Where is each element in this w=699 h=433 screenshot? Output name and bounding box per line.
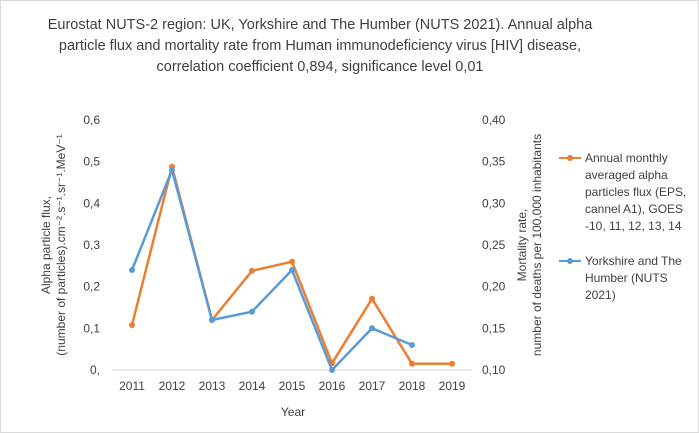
left-axis-tick-label: 0,2 <box>83 280 100 294</box>
x-axis-tick-label: 2014 <box>239 379 266 393</box>
right-axis-tick-label: 0,35 <box>482 155 506 169</box>
series-point <box>289 267 295 273</box>
x-axis-label: Year <box>281 405 305 419</box>
x-axis-tick-label: 2015 <box>279 379 306 393</box>
x-axis-tick-label: 2012 <box>159 379 186 393</box>
legend-item-mortality: Yorkshire and The Humber (NUTS 2021) <box>557 253 692 304</box>
series-point <box>449 360 455 367</box>
x-axis-tick-label: 2018 <box>399 379 426 393</box>
x-axis-tick-label: 2019 <box>439 379 466 393</box>
left-axis-label-line2: (number of particles).cm⁻².s⁻¹.sr⁻¹.MeV⁻… <box>54 134 68 355</box>
legend-item-alpha-flux: Annual monthly averaged alpha particles … <box>557 150 692 235</box>
series-point <box>409 360 415 367</box>
x-axis-tick-label: 2017 <box>359 379 386 393</box>
series-point <box>409 342 415 348</box>
chart-title-line: Eurostat NUTS-2 region: UK, Yorkshire an… <box>47 17 593 33</box>
right-axis-tick-label: 0,40 <box>482 113 506 127</box>
series-2 <box>129 167 415 373</box>
series-point <box>129 267 135 273</box>
left-axis-ticks: 0, 0,1 0,2 0,3 0,4 0,5 0,6 <box>83 113 100 377</box>
series-point <box>209 317 215 323</box>
chart-legend: Annual monthly averaged alpha particles … <box>557 150 692 322</box>
chart-title-line: correlation coefficient 0,894, significa… <box>156 59 484 75</box>
right-axis-tick-label: 0,30 <box>482 196 506 210</box>
right-axis-tick-label: 0,20 <box>482 280 506 294</box>
x-axis-ticks: 2011 2012 2013 2014 2015 2016 2017 2018 2019 <box>119 379 466 393</box>
left-axis-tick-label: 0,4 <box>83 196 100 210</box>
series-point <box>249 267 255 274</box>
right-axis-ticks: 0,10 0,15 0,20 0,25 0,30 0,35 0,40 <box>482 113 506 377</box>
legend-swatch-mortality <box>559 258 581 264</box>
left-axis-tick-label: 0,1 <box>83 321 100 335</box>
series-point <box>249 308 255 315</box>
x-axis-tick-label: 2011 <box>119 379 145 393</box>
series-point <box>329 367 335 373</box>
legend-label-mortality: Yorkshire and The Humber (NUTS 2021) <box>585 254 682 302</box>
chart-title-line: particle flux and mortality rate from Hu… <box>58 38 582 54</box>
left-axis-label-line1: Alpha particle flux, <box>39 196 53 294</box>
left-axis-tick-label: 0, <box>90 363 100 377</box>
right-axis-label-line2: number of deaths per 100,000 inhabitants <box>530 134 544 356</box>
series-point <box>129 322 135 328</box>
right-axis-label-line1: Mortality rate, <box>515 209 529 282</box>
series-point <box>369 325 375 332</box>
series-layer <box>129 163 455 373</box>
left-axis-tick-label: 0,6 <box>83 113 100 127</box>
legend-swatch-alpha-flux <box>559 155 581 161</box>
left-axis-tick-label: 0,3 <box>83 238 100 252</box>
right-axis-tick-label: 0,25 <box>482 238 506 252</box>
left-axis-tick-label: 0,5 <box>83 155 100 169</box>
legend-label-alpha-flux: Annual monthly averaged alpha particles … <box>585 151 687 233</box>
x-axis-tick-label: 2016 <box>319 379 346 393</box>
series-point <box>369 295 375 302</box>
right-axis-tick-label: 0,15 <box>482 321 506 335</box>
series-point <box>289 258 295 265</box>
series-point <box>169 167 175 173</box>
chart-title: Eurostat NUTS-2 region: UK, Yorkshire an… <box>20 15 620 78</box>
right-axis-tick-label: 0,10 <box>482 363 506 377</box>
series-line <box>130 168 413 372</box>
x-axis-tick-label: 2013 <box>199 379 226 393</box>
